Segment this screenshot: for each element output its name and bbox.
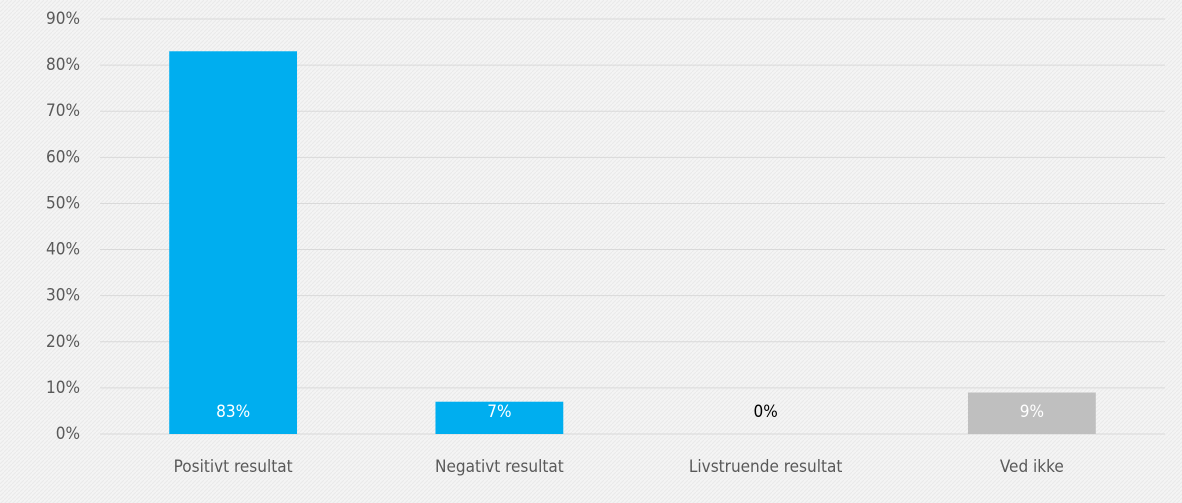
y-tick-label: 70%	[46, 101, 80, 121]
x-tick-label: Positivt resultat	[174, 457, 293, 477]
bar	[435, 401, 564, 434]
data-label: 0%	[753, 402, 777, 422]
y-tick-label: 40%	[46, 240, 80, 260]
y-tick-label: 50%	[46, 193, 80, 213]
data-label: 83%	[216, 402, 250, 422]
data-label: 9%	[1020, 402, 1044, 422]
y-tick-label: 90%	[46, 9, 80, 29]
x-tick-label: Ved ikke	[1000, 457, 1064, 477]
y-tick-label: 30%	[46, 286, 80, 306]
x-tick-label: Livstruende resultat	[689, 457, 842, 477]
bar	[967, 392, 1096, 434]
y-tick-label: 80%	[46, 55, 80, 75]
y-tick-label: 10%	[46, 378, 80, 398]
y-tick-label: 0%	[56, 424, 80, 444]
data-label: 7%	[487, 402, 511, 422]
x-tick-label: Negativt resultat	[435, 457, 564, 477]
y-tick-label: 20%	[46, 332, 80, 352]
y-tick-label: 60%	[46, 147, 80, 167]
bar	[169, 51, 298, 435]
